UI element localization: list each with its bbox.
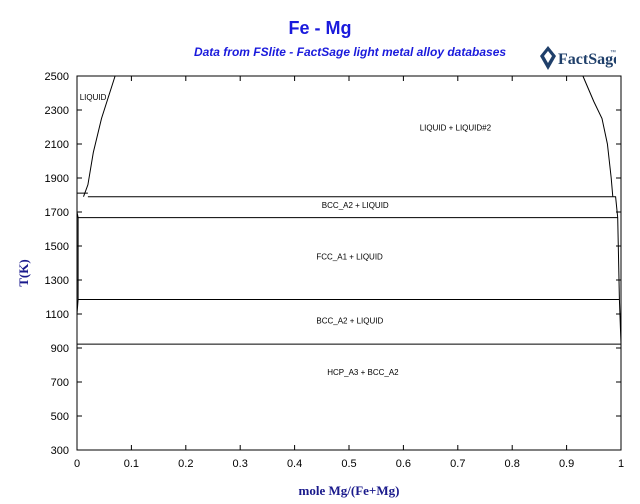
logo-mark-icon xyxy=(540,46,556,70)
x-tick-label: 0.3 xyxy=(233,458,248,470)
chart-title: Fe - Mg xyxy=(288,18,352,38)
x-tick-label: 0.4 xyxy=(287,458,302,470)
y-tick-label: 300 xyxy=(51,445,69,457)
x-tick-label: 0.8 xyxy=(505,458,520,470)
plot-frame xyxy=(76,75,622,451)
phase-boundaries xyxy=(76,75,622,345)
x-tick-label: 0.5 xyxy=(341,458,356,470)
region-label: FCC_A1 + LIQUID xyxy=(316,253,383,262)
y-tick-label: 1900 xyxy=(45,173,69,185)
factsage-logo: FactSage ™ xyxy=(540,46,616,70)
x-tick-label: 0 xyxy=(74,458,80,470)
y-tick-label: 500 xyxy=(51,411,69,423)
y-tick-label: 1300 xyxy=(45,275,69,287)
y-axis-label: T(K) xyxy=(16,259,31,286)
region-labels: LIQUID LIQUID + LIQUID#2 BCC_A2 + LIQUID FC… xyxy=(80,93,492,377)
y-tick-label: 700 xyxy=(51,377,69,389)
x-tick-label: 0.9 xyxy=(559,458,574,470)
phase-boundary-curve xyxy=(83,75,116,197)
region-label: HCP_A3 + BCC_A2 xyxy=(327,368,399,377)
chart-subtitle: Data from FSlite - FactSage light metal … xyxy=(193,45,507,59)
y-tick-label: 1500 xyxy=(45,241,69,253)
region-label: LIQUID + LIQUID#2 xyxy=(420,123,492,132)
axis-ticks: 0 0.1 0.2 0.3 0.4 0.5 0.6 0.7 0.8 0.9 130050070090… xyxy=(45,71,625,470)
x-tick-label: 0.1 xyxy=(124,458,139,470)
y-tick-label: 1700 xyxy=(45,207,69,219)
x-tick-label: 0.7 xyxy=(450,458,465,470)
x-axis-label: mole Mg/(Fe+Mg) xyxy=(299,483,400,498)
y-tick-label: 1100 xyxy=(45,309,69,321)
x-tick-label: 0.6 xyxy=(396,458,411,470)
phase-boundary-curve xyxy=(76,193,79,345)
region-label: BCC_A2 + LIQUID xyxy=(322,201,389,210)
y-tick-label: 2300 xyxy=(45,105,69,117)
plot-border xyxy=(76,75,622,451)
y-tick-label: 900 xyxy=(51,343,69,355)
x-tick-label: 0.2 xyxy=(178,458,193,470)
x-tick-label: 1 xyxy=(618,458,624,470)
region-label: BCC_A2 + LIQUID xyxy=(316,316,383,325)
y-tick-label: 2500 xyxy=(45,71,69,83)
region-label: LIQUID xyxy=(80,93,107,102)
phase-boundary-curve xyxy=(612,196,622,345)
logo-trademark: ™ xyxy=(610,49,616,56)
phase-boundary-curve xyxy=(582,75,614,197)
logo-text: FactSage xyxy=(558,51,616,68)
y-tick-label: 2100 xyxy=(45,139,69,151)
